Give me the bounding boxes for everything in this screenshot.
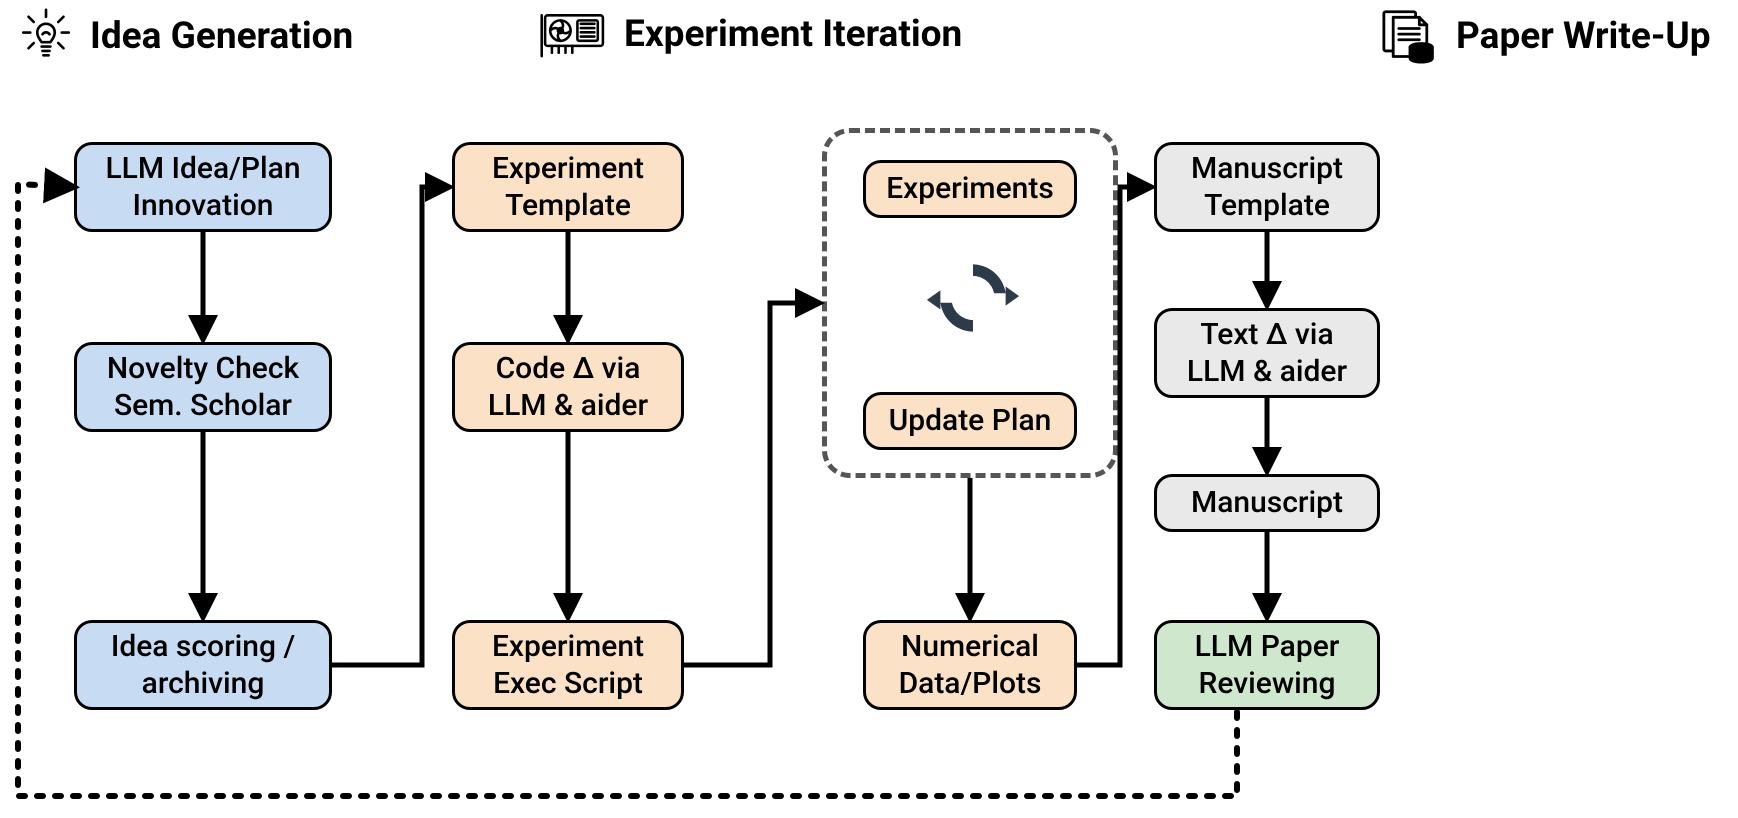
arrows-layer: [0, 0, 1738, 818]
flowchart-canvas: Idea Generation: [0, 0, 1738, 818]
